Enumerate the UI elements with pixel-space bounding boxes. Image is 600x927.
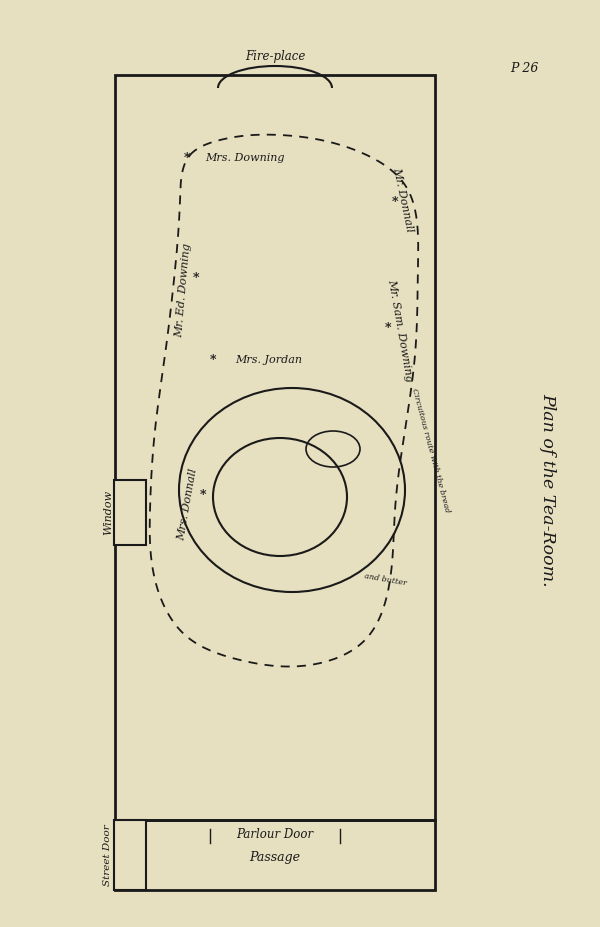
Text: Parlour Door: Parlour Door xyxy=(236,829,314,842)
Text: and butter: and butter xyxy=(363,572,407,588)
Bar xyxy=(115,820,435,890)
Text: Mrs. Donnall: Mrs. Donnall xyxy=(177,468,199,541)
Text: Street Door: Street Door xyxy=(103,824,112,886)
Text: Circuitous route with the bread: Circuitous route with the bread xyxy=(410,387,451,513)
Text: Mr. Ed. Downing: Mr. Ed. Downing xyxy=(174,242,192,337)
Text: P 26: P 26 xyxy=(510,62,538,75)
Text: *: * xyxy=(210,353,216,366)
Text: Mrs. Downing: Mrs. Downing xyxy=(205,153,284,163)
Text: *: * xyxy=(392,196,398,209)
Text: Mr. Sam. Downing: Mr. Sam. Downing xyxy=(386,278,414,382)
Bar xyxy=(115,75,435,820)
Bar xyxy=(114,820,146,890)
Text: Mrs. Jordan: Mrs. Jordan xyxy=(235,355,302,365)
Text: *: * xyxy=(200,489,206,502)
Bar xyxy=(114,480,146,545)
Text: *: * xyxy=(184,151,190,164)
Text: Mr. Donnall: Mr. Donnall xyxy=(391,167,415,234)
Text: Plan of the Tea-Room.: Plan of the Tea-Room. xyxy=(539,393,557,587)
Text: Window: Window xyxy=(103,489,113,535)
Text: *: * xyxy=(193,272,199,285)
Text: Fire-place: Fire-place xyxy=(245,50,305,63)
Text: Passage: Passage xyxy=(250,852,301,865)
Text: *: * xyxy=(385,322,391,335)
